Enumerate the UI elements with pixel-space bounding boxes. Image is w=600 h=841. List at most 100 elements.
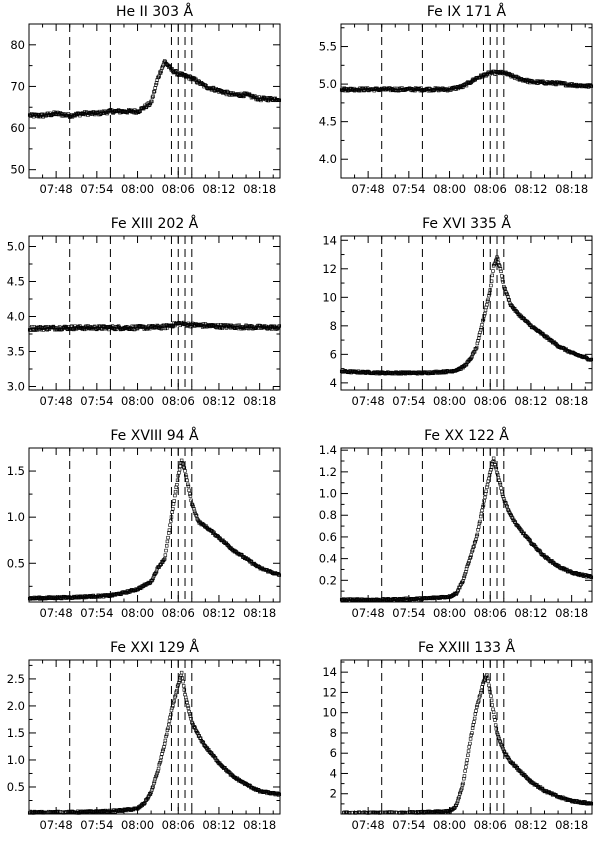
y-tick-label: 3.5 — [7, 345, 25, 359]
data-point — [184, 698, 189, 702]
data-points — [27, 458, 282, 601]
data-point — [462, 574, 467, 578]
data-point — [158, 71, 163, 75]
data-point — [186, 484, 191, 489]
data-point — [467, 745, 471, 749]
x-tick-label: 07:48 — [40, 606, 73, 620]
data-point — [171, 704, 175, 708]
data-point — [195, 730, 199, 735]
data-point — [463, 769, 467, 773]
x-tick-label: 08:06 — [162, 606, 195, 620]
data-point — [496, 732, 500, 737]
data-point — [469, 553, 473, 557]
data-point — [167, 719, 172, 723]
data-point — [407, 810, 412, 814]
x-tick-label: 07:54 — [392, 818, 425, 832]
data-point — [168, 523, 172, 527]
data-point — [171, 324, 175, 329]
data-point — [165, 728, 170, 732]
data-point — [189, 498, 193, 503]
y-tick-label: 14 — [322, 233, 337, 247]
data-point — [169, 708, 174, 713]
panel-title: Fe XX 122 Å — [424, 427, 509, 444]
data-point — [66, 112, 71, 116]
data-point — [179, 670, 184, 675]
data-point — [185, 700, 189, 705]
data-point — [194, 514, 199, 518]
data-point — [142, 801, 147, 806]
y-tick-label: 6 — [330, 746, 337, 760]
data-point — [165, 732, 169, 737]
data-point — [151, 784, 155, 789]
data-point — [181, 679, 185, 684]
data-point — [166, 726, 170, 731]
x-tick-label: 07:48 — [352, 606, 385, 620]
panel-1: He II 303 Å 07:48 07:54 08:00 08:06 08:12 08:1… — [10, 3, 282, 196]
data-point — [466, 753, 470, 758]
data-points — [27, 320, 282, 332]
data-point — [153, 777, 157, 781]
x-tick-label: 08:00 — [433, 606, 466, 620]
data-point — [489, 283, 493, 288]
y-tick-label: 2.0 — [7, 699, 25, 713]
data-point — [192, 509, 197, 514]
data-point — [493, 465, 498, 469]
data-point — [493, 718, 497, 722]
data-point — [491, 707, 495, 711]
data-point — [501, 494, 505, 499]
data-point — [496, 472, 500, 477]
y-tick-label: 4 — [330, 376, 337, 390]
x-tick-label: 08:18 — [243, 818, 276, 832]
y-tick-label: 5.5 — [319, 40, 337, 54]
data-point — [472, 716, 477, 721]
x-tick-label: 08:12 — [514, 182, 547, 196]
data-point — [479, 514, 483, 519]
data-point — [180, 676, 185, 680]
data-point — [483, 495, 487, 500]
x-tick-label: 08:06 — [474, 394, 507, 408]
x-tick-label: 07:48 — [352, 818, 385, 832]
data-point — [163, 553, 168, 557]
data-point — [166, 535, 170, 540]
x-tick-label: 08:18 — [555, 818, 588, 832]
data-point — [500, 745, 505, 749]
panel-8: Fe XXIII 133 Å 07:48 07:54 08:00 08:06 08:12 0… — [322, 639, 594, 832]
data-point — [463, 572, 467, 576]
data-point — [477, 699, 481, 703]
data-point — [487, 683, 491, 688]
data-point — [496, 260, 501, 265]
data-point — [487, 687, 492, 691]
data-point — [499, 269, 503, 274]
y-tick-label: 80 — [10, 38, 25, 52]
data-point — [478, 519, 482, 524]
x-tick-label: 08:12 — [514, 818, 547, 832]
data-point — [150, 788, 154, 792]
x-tick-label: 08:18 — [243, 606, 276, 620]
data-points — [339, 456, 594, 603]
data-point — [169, 712, 173, 717]
data-point — [476, 338, 480, 343]
data-point — [455, 801, 459, 805]
data-point — [150, 786, 155, 790]
x-tick-label: 08:00 — [433, 818, 466, 832]
data-point — [501, 280, 505, 284]
data-point — [500, 274, 504, 278]
data-point — [507, 298, 511, 302]
data-point — [486, 479, 490, 483]
data-point — [474, 345, 479, 350]
data-point — [156, 766, 161, 771]
data-point — [181, 465, 186, 469]
x-tick-label: 08:06 — [162, 818, 195, 832]
data-point — [162, 558, 166, 562]
data-point — [500, 278, 505, 282]
y-tick-label: 14 — [322, 665, 337, 679]
data-point — [164, 548, 168, 553]
panel-4: Fe XVI 335 Å 07:48 07:54 08:00 08:06 08:12 08:… — [322, 215, 594, 408]
data-point — [162, 742, 167, 746]
y-tick-label: 0.4 — [319, 552, 337, 566]
data-point — [472, 720, 476, 724]
data-point — [188, 494, 193, 498]
data-point — [482, 314, 486, 318]
panel-title: Fe XXIII 133 Å — [418, 639, 516, 656]
